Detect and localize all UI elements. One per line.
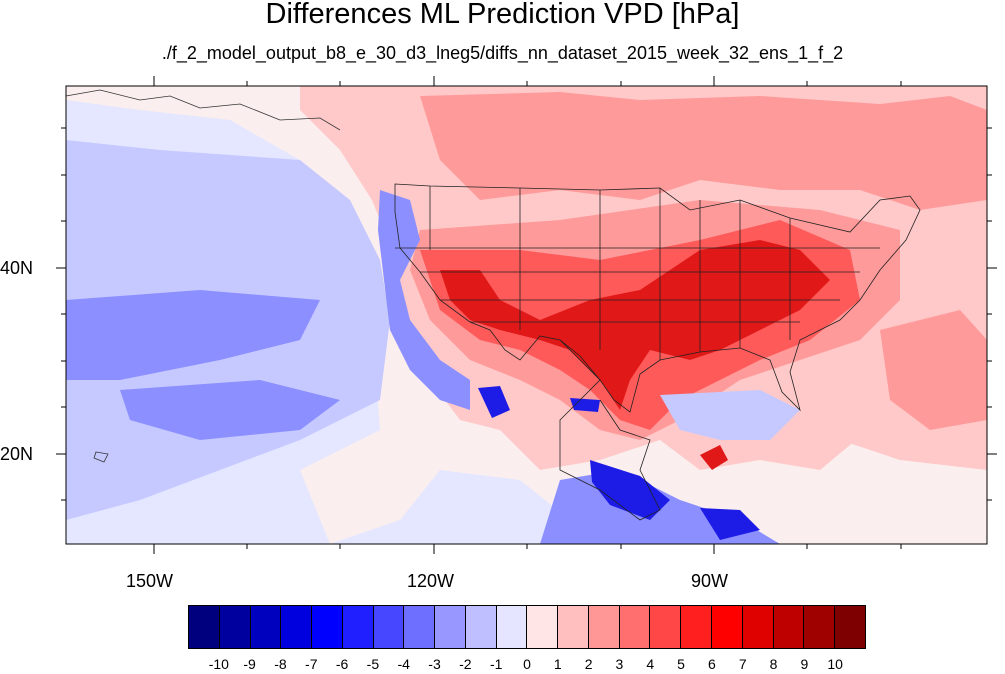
colorbar-swatch [712,606,743,648]
colorbar-tick-label: 2 [584,656,593,672]
colorbar-tick-label: -9 [243,656,256,672]
lat-label-20n: 20N [0,444,34,464]
region-light-blue [660,390,800,440]
colorbar-swatch [527,606,559,648]
colorbar-swatch [404,606,436,648]
colorbar-tick-label: 4 [646,656,655,672]
region-medium-blue [120,380,340,440]
colorbar-tick-label: -4 [397,656,410,672]
colorbar-swatch [496,606,528,648]
colorbar-swatch [619,606,651,648]
region-deep-red [440,240,830,410]
country-borders [394,183,921,521]
colorbar-swatch [281,606,313,648]
region-deep-blue [700,508,760,540]
colorbar-labels: -10 -9 -8 -7 -6 -5 -4 -3 -2 -1 0 1 2 3 4 5 6 7 8 9 10 [188,656,866,674]
colorbar-tick-label: -8 [274,656,287,672]
colorbar-swatch [650,606,682,648]
colorbar [188,605,866,649]
region-medium-blue [378,190,470,410]
colorbar-tick-label: -3 [428,656,441,672]
hawaii-outline [93,451,109,463]
colorbar-swatch [312,606,343,648]
colorbar-swatch [558,606,589,648]
coastline [66,89,341,131]
colorbar-tick-label: -2 [459,656,472,672]
lon-label-90w: 90W [691,571,729,591]
colorbar-tick-label: 1 [553,656,562,672]
colorbar-tick-label: -5 [366,656,380,672]
colorbar-swatch [219,606,251,648]
colorbar-swatch [465,606,497,648]
region-medium-blue [66,290,320,380]
colorbar-tick-label: -7 [305,656,318,672]
colorbar-tick-label: 3 [615,656,624,672]
colorbar-tick-label: -10 [208,656,229,672]
colorbar-tick-label: 6 [708,656,716,672]
colorbar-tick-label: 5 [677,656,685,672]
axis-ticks [56,76,997,554]
colorbar-tick-label: 7 [738,656,747,672]
lon-label-150w: 150W [126,571,174,591]
region-deep-red [700,445,728,470]
colorbar-swatch [373,606,405,648]
colorbar-swatch [588,606,620,648]
colorbar-swatch [742,606,774,648]
colorbar-tick-label: 0 [523,656,531,672]
colorbar-swatch [435,606,466,648]
map-field [66,86,987,544]
lon-label-120w: 120W [407,571,455,591]
chart-title: Differences ML Prediction VPD [hPa] [265,0,740,30]
colorbar-swatch [773,606,805,648]
chart-subtitle: ./f_2_model_output_b8_e_30_d3_lneg5/diff… [161,43,844,63]
colorbar-tick-label: -6 [335,656,349,672]
colorbar-swatch [250,606,282,648]
colorbar-tick-label: 9 [800,656,809,672]
colorbar-tick-label: 8 [769,656,778,672]
region-deep-blue [478,386,510,418]
colorbar-swatch [835,606,865,648]
colorbar-swatch [189,606,220,648]
colorbar-tick-label: 10 [827,656,843,672]
region-medium-red [880,310,987,430]
region-medium-red [420,92,987,210]
region-deep-blue [590,460,670,520]
colorbar-swatch [804,606,836,648]
lat-label-40n: 40N [0,258,34,278]
colorbar-tick-label: -1 [489,656,503,672]
region-deep-blue [570,398,600,412]
colorbar-swatch [342,606,374,648]
colorbar-swatch [681,606,713,648]
